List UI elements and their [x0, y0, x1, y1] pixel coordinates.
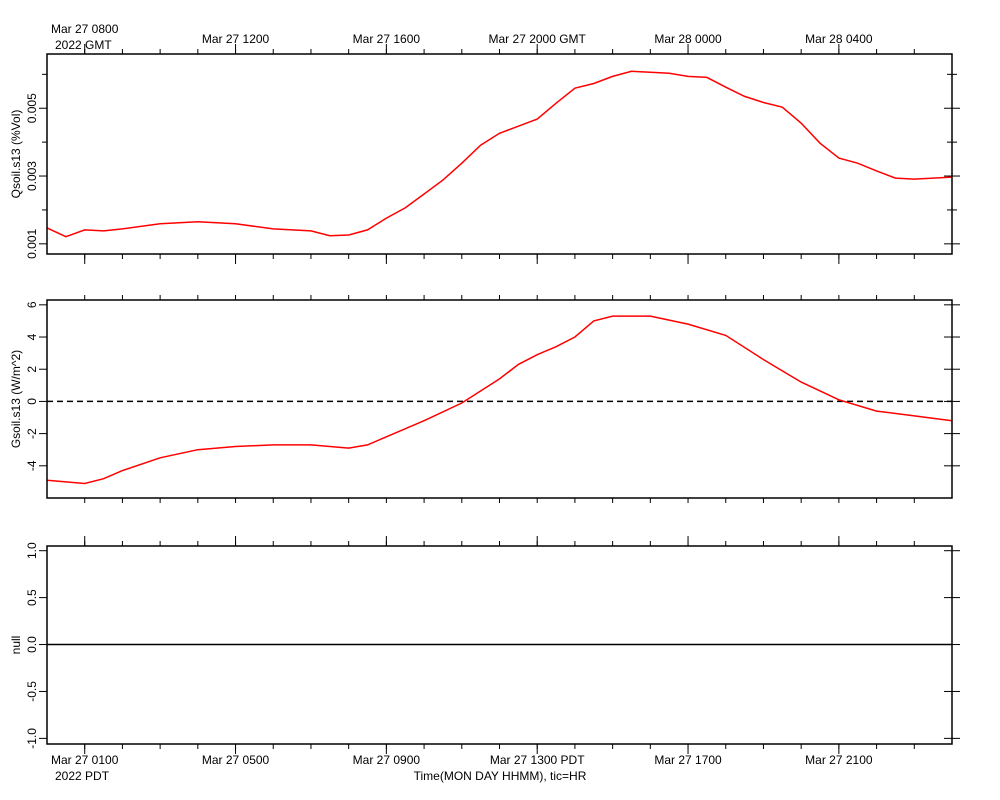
x-tick-label: Mar 27 2000 GMT [489, 32, 587, 46]
y-tick-label: 6 [25, 301, 39, 308]
y-tick-label: -4 [25, 460, 39, 471]
x-year-label: 2022 PDT [55, 769, 110, 783]
x-tick-label: Mar 27 0500 [202, 753, 270, 767]
y-tick-label: 1.0 [25, 542, 39, 559]
y-axis-label: Qsoil.s13 (%Vol) [9, 110, 23, 199]
data-line [46, 70, 953, 238]
y-tick-label: 0 [25, 398, 39, 405]
x-tick-label: Mar 27 0100 [51, 753, 119, 767]
plot-frame [46, 299, 953, 499]
y-tick-label: 0.005 [25, 93, 39, 123]
y-tick-label: 0.001 [25, 228, 39, 258]
x-tick-label: Mar 27 1600 [353, 32, 421, 46]
y-tick-label: 0.003 [25, 161, 39, 191]
x-tick-label: Mar 28 0000 [654, 32, 722, 46]
x-tick-label: Mar 27 1700 [654, 753, 722, 767]
y-axis-label: Gsoil.s13 (W/m^2) [9, 350, 23, 448]
x-tick-label: Mar 27 0900 [353, 753, 421, 767]
x-year-label: 2022 GMT [55, 38, 112, 52]
y-tick-label: -1.0 [25, 728, 39, 749]
y-tick-label: 0.5 [25, 589, 39, 606]
plot-frame [46, 53, 953, 255]
x-tick-label: Mar 28 0400 [805, 32, 873, 46]
x-tick-label: Mar 27 0800 [51, 22, 119, 36]
x-tick-label: Mar 27 1300 PDT [490, 753, 585, 767]
x-tick-label: Mar 27 1200 [202, 32, 270, 46]
x-axis-label: Time(MON DAY HHMM), tic=HR [414, 769, 587, 783]
y-tick-label: 4 [25, 333, 39, 340]
y-axis-label: null [9, 636, 23, 655]
x-tick-label: Mar 27 2100 [805, 753, 873, 767]
plot-frame [46, 545, 953, 745]
y-tick-label: -2 [25, 428, 39, 439]
data-line [46, 315, 953, 485]
y-tick-label: -0.5 [25, 681, 39, 702]
y-tick-label: 2 [25, 366, 39, 373]
y-tick-label: 0.0 [25, 636, 39, 653]
